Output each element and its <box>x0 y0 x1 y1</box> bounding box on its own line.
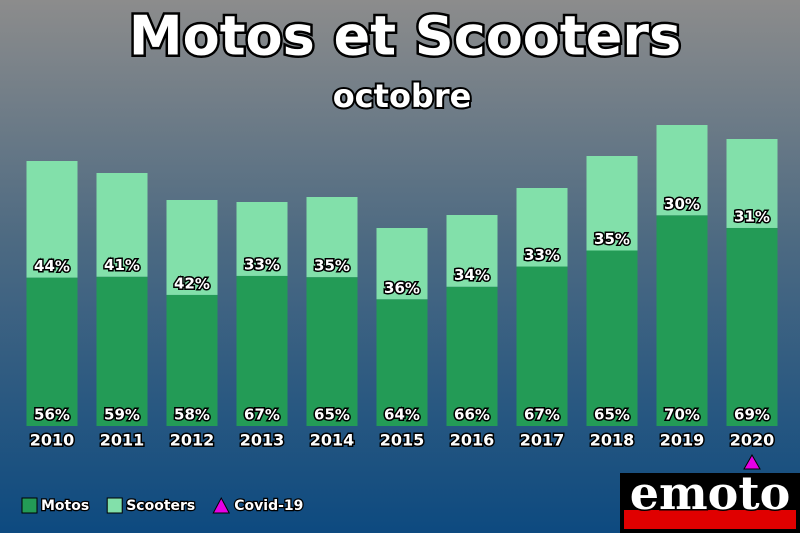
legend-label: Motos <box>41 498 89 514</box>
percent-sign: % <box>755 207 770 225</box>
x-tick-label: 2020 <box>730 431 775 450</box>
logo-text: emoto <box>630 466 791 520</box>
percent-sign: % <box>265 255 280 273</box>
percent-sign: % <box>55 257 70 275</box>
data-label: 30% <box>664 195 700 213</box>
chart-title: Motos et Scooters <box>129 5 681 68</box>
data-label: 67% <box>244 406 280 424</box>
x-tick-label: 2019 <box>660 431 705 450</box>
legend-swatch <box>106 497 123 514</box>
logo-band <box>624 510 796 529</box>
bar-segment <box>96 276 148 426</box>
bar-segment <box>586 250 638 426</box>
percent-sign: % <box>545 246 560 264</box>
x-tick-label: 2017 <box>520 431 565 450</box>
data-label: 42% <box>174 274 210 292</box>
data-label: 35% <box>594 230 630 248</box>
bar-segment <box>516 266 568 426</box>
bar-segment <box>726 139 778 228</box>
bar-segment <box>166 294 218 426</box>
bar-segment <box>446 286 498 426</box>
chart-subtitle: octobre <box>333 77 472 115</box>
x-tick-label: 2018 <box>590 431 635 450</box>
percent-sign: % <box>755 406 770 424</box>
percent-sign: % <box>475 406 490 424</box>
x-tick-label: 2011 <box>100 431 145 450</box>
bar-segment <box>656 215 708 426</box>
bar-segment <box>96 173 148 277</box>
percent-sign: % <box>265 406 280 424</box>
x-tick-label: 2013 <box>240 431 285 450</box>
percent-sign: % <box>55 406 70 424</box>
bar-segment <box>26 161 78 278</box>
x-tick-label: 2014 <box>310 431 355 450</box>
data-label: 31% <box>734 207 770 225</box>
legend-swatch <box>21 497 38 514</box>
percent-sign: % <box>685 195 700 213</box>
data-label: 33% <box>244 255 280 273</box>
percent-sign: % <box>405 279 420 297</box>
bar-segment <box>656 125 708 216</box>
logo: emoto <box>620 465 800 533</box>
bar-segment <box>306 277 358 426</box>
bar-segment <box>376 228 428 300</box>
data-label: 33% <box>524 246 560 264</box>
data-label: 56% <box>34 406 70 424</box>
data-label: 41% <box>104 256 140 274</box>
percent-sign: % <box>475 266 490 284</box>
bar-segment <box>516 188 568 267</box>
percent-sign: % <box>545 406 560 424</box>
percent-sign: % <box>195 406 210 424</box>
legend-label: Covid-19 <box>234 498 303 514</box>
data-label: 34% <box>454 266 490 284</box>
data-label: 65% <box>594 406 630 424</box>
percent-sign: % <box>685 406 700 424</box>
data-label: 70% <box>664 406 700 424</box>
bar-segment <box>376 299 428 426</box>
x-tick-label: 2010 <box>30 431 75 450</box>
percent-sign: % <box>195 274 210 292</box>
legend-marker <box>212 496 231 514</box>
data-label: 59% <box>104 406 140 424</box>
x-tick-label: 2015 <box>380 431 425 450</box>
bar-segment <box>306 197 358 278</box>
bar-segment <box>236 275 288 426</box>
x-tick-label: 2016 <box>450 431 495 450</box>
bar-segment <box>26 277 78 426</box>
data-label: 58% <box>174 406 210 424</box>
percent-sign: % <box>405 406 420 424</box>
x-tick-label: 2012 <box>170 431 215 450</box>
percent-sign: % <box>125 256 140 274</box>
bar-segment <box>586 156 638 251</box>
bar-segment <box>726 227 778 426</box>
annotation-marker <box>743 453 761 470</box>
bar-segment <box>236 202 288 276</box>
data-label: 66% <box>454 406 490 424</box>
percent-sign: % <box>615 230 630 248</box>
data-label: 65% <box>314 406 350 424</box>
percent-sign: % <box>125 406 140 424</box>
bar-segment <box>166 200 218 295</box>
data-label: 35% <box>314 257 350 275</box>
data-label: 67% <box>524 406 560 424</box>
percent-sign: % <box>615 406 630 424</box>
data-label: 69% <box>734 406 770 424</box>
data-label: 64% <box>384 406 420 424</box>
legend-label: Scooters <box>126 498 195 514</box>
bar-segment <box>446 215 498 287</box>
data-label: 36% <box>384 279 420 297</box>
data-label: 44% <box>34 257 70 275</box>
percent-sign: % <box>335 257 350 275</box>
percent-sign: % <box>335 406 350 424</box>
